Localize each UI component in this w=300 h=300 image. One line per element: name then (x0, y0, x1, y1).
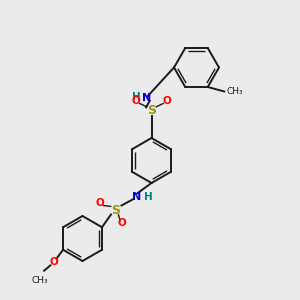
Text: O: O (50, 257, 58, 267)
Text: S: S (111, 203, 120, 217)
Text: O: O (163, 95, 172, 106)
Text: N: N (142, 93, 151, 103)
Text: CH₃: CH₃ (226, 87, 243, 96)
Text: H: H (144, 191, 153, 202)
Text: O: O (117, 218, 126, 229)
Text: S: S (147, 104, 156, 118)
Text: N: N (132, 191, 141, 202)
Text: O: O (95, 197, 104, 208)
Text: H: H (132, 92, 141, 102)
Text: O: O (131, 95, 140, 106)
Text: CH₃: CH₃ (32, 276, 48, 285)
